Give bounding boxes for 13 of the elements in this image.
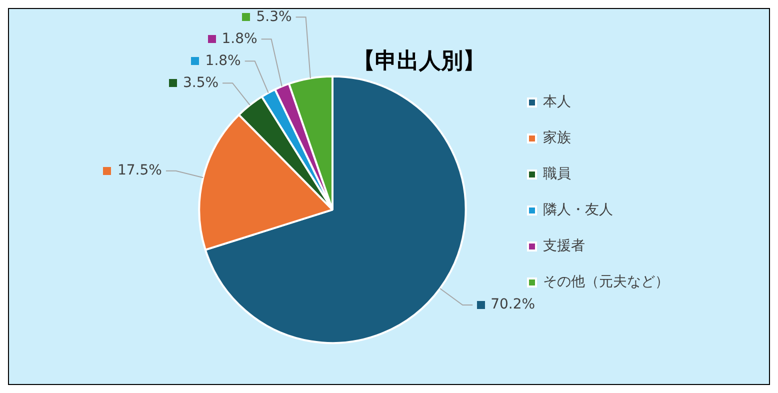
legend-label: 職員 [543, 166, 571, 182]
legend-label: 隣人・友人 [543, 202, 613, 218]
data-label: 3.5% [182, 74, 219, 91]
data-label: 17.5% [117, 162, 162, 178]
legend-label: 本人 [543, 94, 571, 110]
data-label: 1.8% [205, 52, 241, 69]
legend-label: その他（元夫など） [543, 274, 669, 290]
legend-label: 家族 [543, 130, 571, 146]
legend-label: 支援者 [543, 238, 585, 254]
data-label: 5.3% [256, 8, 292, 25]
data-label: 1.8% [222, 30, 258, 47]
text: 【申出人別】 [353, 48, 485, 74]
data-label: 70.2% [490, 296, 536, 313]
